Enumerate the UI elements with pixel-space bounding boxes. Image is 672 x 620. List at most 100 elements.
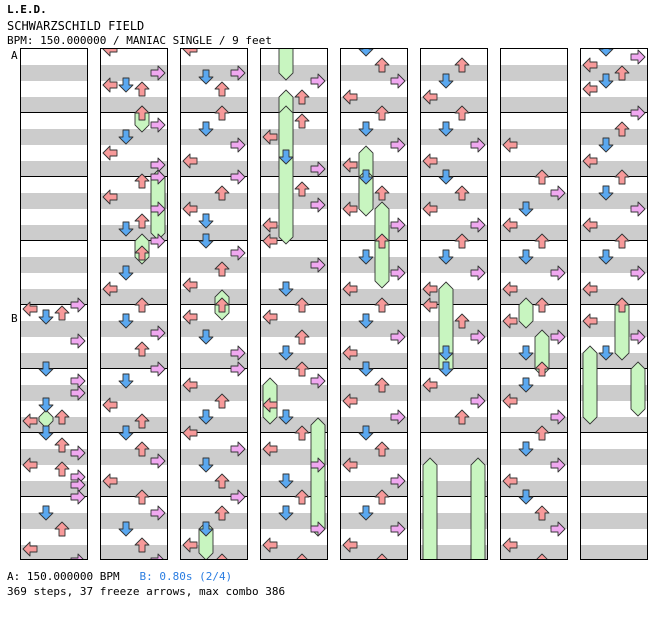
measure-line (101, 368, 167, 369)
note-arrow-up (294, 113, 310, 129)
beat-band (261, 545, 327, 559)
beat-band (341, 481, 407, 497)
measure-line (421, 496, 487, 497)
beat-band (101, 225, 167, 241)
beat-band (21, 513, 87, 529)
beat-band (181, 193, 247, 209)
note-arrow-right (470, 393, 486, 409)
note-arrow-down (358, 361, 374, 377)
measure-line (181, 176, 247, 177)
beat-band (101, 289, 167, 305)
note-arrow-right (70, 553, 86, 559)
note-arrow-left (262, 309, 278, 325)
section-marker-b: B (11, 312, 18, 325)
chart-column-3 (180, 48, 248, 560)
note-arrow-up (534, 233, 550, 249)
beat-band (421, 129, 487, 145)
note-arrow-up (374, 377, 390, 393)
beat-band (341, 65, 407, 81)
note-arrow-right (150, 453, 166, 469)
note-arrow-up (534, 505, 550, 521)
measure-line (21, 240, 87, 241)
note-arrow-right (150, 233, 166, 249)
note-arrow-up (134, 297, 150, 313)
note-arrow-left (262, 129, 278, 145)
measure-line (261, 304, 327, 305)
beat-band (101, 65, 167, 81)
beat-band (341, 97, 407, 113)
note-arrow-up (134, 245, 150, 261)
note-arrow-down (118, 77, 134, 93)
measure-line (101, 112, 167, 113)
note-arrow-down (118, 425, 134, 441)
measure-line (101, 304, 167, 305)
freeze-arrow-left (582, 345, 598, 425)
note-arrow-left (182, 309, 198, 325)
beat-band (261, 353, 327, 369)
note-arrow-left (582, 153, 598, 169)
beat-band (581, 65, 647, 81)
beat-band (581, 193, 647, 209)
note-arrow-right (230, 169, 246, 185)
note-arrow-right (150, 201, 166, 217)
note-arrow-up (374, 105, 390, 121)
note-arrow-up (54, 521, 70, 537)
song-title: SCHWARZSCHILD FIELD (7, 19, 145, 33)
chart-column-8 (580, 48, 648, 560)
beat-band (341, 545, 407, 559)
beat-band (581, 481, 647, 497)
beat-band (101, 545, 167, 559)
note-arrow-left (502, 313, 518, 329)
note-arrow-down (598, 73, 614, 89)
beat-band (181, 353, 247, 369)
measure-line (21, 304, 87, 305)
note-arrow-right (470, 217, 486, 233)
note-arrow-left (182, 201, 198, 217)
beat-band (421, 225, 487, 241)
note-arrow-down (38, 505, 54, 521)
beat-band (181, 289, 247, 305)
beat-band (501, 225, 567, 241)
beat-band (501, 385, 567, 401)
note-arrow-up (374, 489, 390, 505)
beat-band (101, 97, 167, 113)
beat-band (261, 321, 327, 337)
beat-band (501, 353, 567, 369)
note-arrow-up (54, 461, 70, 477)
beat-band (181, 321, 247, 337)
chart-column-6 (420, 48, 488, 560)
note-arrow-left (22, 301, 38, 317)
beat-band (181, 545, 247, 559)
note-arrow-down (358, 121, 374, 137)
beat-band (341, 225, 407, 241)
note-arrow-right (550, 409, 566, 425)
beat-band (21, 129, 87, 145)
beat-band (341, 289, 407, 305)
measure-line (101, 240, 167, 241)
note-arrow-left (262, 397, 278, 413)
note-arrow-up (374, 233, 390, 249)
beat-band (421, 257, 487, 273)
beat-band (501, 449, 567, 465)
measure-line (341, 368, 407, 369)
note-arrow-left (422, 297, 438, 313)
measure-line (261, 368, 327, 369)
beat-band (501, 513, 567, 529)
beat-band (21, 65, 87, 81)
beat-band (21, 289, 87, 305)
note-arrow-right (70, 333, 86, 349)
note-arrow-left (422, 281, 438, 297)
note-arrow-left (262, 441, 278, 457)
note-arrow-right (310, 161, 326, 177)
beat-band (261, 161, 327, 177)
chart-info: BPM: 150.000000 / MANIAC SINGLE / 9 feet (7, 34, 272, 47)
note-arrow-down (518, 441, 534, 457)
note-arrow-left (502, 393, 518, 409)
measure-line (421, 432, 487, 433)
beat-band (421, 289, 487, 305)
beat-band (421, 161, 487, 177)
beat-band (181, 97, 247, 113)
note-arrow-left (262, 233, 278, 249)
note-arrow-up (534, 169, 550, 185)
measure-line (181, 112, 247, 113)
